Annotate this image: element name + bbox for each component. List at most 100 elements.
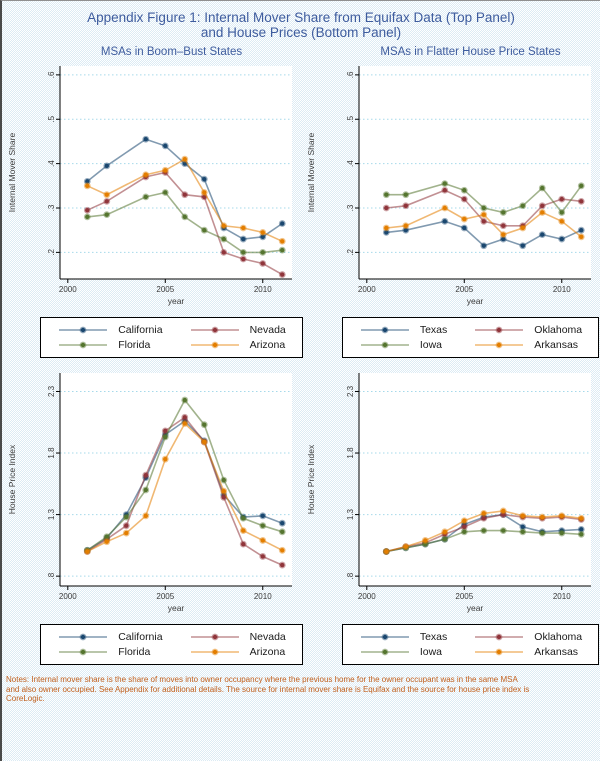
data-point — [520, 524, 525, 530]
data-point — [279, 247, 284, 253]
legend-line-sample — [360, 648, 409, 656]
series-florida — [83, 396, 286, 554]
data-point — [240, 541, 245, 547]
y-axis-title: Internal Mover Share — [306, 133, 316, 213]
data-point — [481, 205, 486, 211]
data-point — [578, 183, 583, 189]
x-tick-label: 2000 — [357, 285, 375, 294]
data-point — [481, 219, 486, 224]
data-point — [461, 225, 466, 231]
data-point — [422, 538, 427, 543]
legend-line-sample — [475, 326, 524, 334]
data-point — [162, 168, 167, 173]
x-tick-label: 2005 — [156, 592, 174, 601]
legend-label: Texas — [419, 324, 448, 336]
legend-line-sample — [360, 633, 409, 641]
data-point — [461, 524, 466, 530]
data-point — [578, 527, 583, 532]
x-axis-title: year — [466, 603, 483, 613]
data-point — [578, 532, 583, 537]
gridlines — [59, 390, 292, 577]
y-tick-label: .8 — [346, 572, 355, 579]
legend-line-sample — [360, 341, 409, 349]
figure-notes: Notes: Internal mover share is the share… — [2, 665, 600, 704]
series-line — [385, 220, 582, 247]
legend-entry-california: California — [57, 631, 163, 643]
gridlines — [358, 74, 591, 253]
data-point — [84, 214, 89, 220]
data-point — [143, 513, 148, 519]
data-point — [123, 514, 128, 520]
x-axis-title: year — [167, 603, 184, 613]
data-point — [84, 549, 89, 554]
panel-title-flatter: MSAs in Flatter House Price States — [380, 46, 561, 58]
series-line — [86, 191, 282, 254]
data-point — [221, 223, 226, 228]
legend-label: Texas — [419, 631, 448, 643]
plot-area — [59, 373, 292, 586]
data-point — [240, 528, 245, 533]
legend-entry-texas: Texas — [359, 324, 447, 336]
x-tick-label: 2010 — [253, 285, 271, 294]
data-point — [403, 203, 408, 208]
legend-line-sample — [475, 341, 524, 349]
plot-area — [59, 66, 292, 279]
data-point — [260, 234, 265, 240]
plot-area — [358, 66, 591, 279]
data-point — [221, 236, 226, 242]
y-tick-label: 1.8 — [47, 447, 56, 459]
legend-entry-oklahoma: Oklahoma — [473, 324, 582, 336]
y-tick-label: .6 — [47, 71, 56, 78]
legend-entry-iowa: Iowa — [359, 339, 447, 351]
series-line — [385, 207, 582, 238]
data-point — [104, 192, 109, 197]
data-point — [422, 541, 427, 547]
data-point — [162, 428, 167, 434]
y-tick-label: .4 — [346, 160, 355, 167]
data-point — [84, 183, 89, 189]
legend-line-sample — [59, 341, 108, 349]
series-arkansas — [382, 204, 585, 241]
data-point — [221, 495, 226, 500]
x-tick-label: 2005 — [455, 285, 473, 294]
data-point — [481, 243, 486, 248]
legend-line-sample — [475, 633, 524, 641]
data-point — [279, 221, 284, 226]
data-point — [240, 225, 245, 231]
notes-line3: CoreLogic. — [6, 694, 45, 703]
data-point — [461, 529, 466, 535]
x-tick-label: 2005 — [455, 592, 473, 601]
data-point — [84, 179, 89, 184]
data-point — [442, 537, 447, 542]
data-point — [279, 529, 284, 535]
series-line — [86, 138, 283, 240]
axes: .8 1.3 1.8 2.3 2000 2005 2010 — [346, 373, 591, 601]
legend-entry-arkansas: Arkansas — [473, 339, 582, 351]
data-point — [221, 477, 226, 483]
data-point — [260, 538, 265, 543]
data-point — [442, 219, 447, 224]
x-tick-label: 2000 — [58, 285, 76, 294]
x-tick-label: 2010 — [552, 285, 570, 294]
data-point — [500, 528, 505, 533]
series-florida — [83, 189, 286, 256]
y-tick-label: 1.3 — [346, 508, 355, 520]
legend-line-sample — [59, 648, 108, 656]
data-point — [162, 434, 167, 440]
notes-line1: Notes: Internal mover share is the share… — [6, 675, 518, 684]
data-point — [240, 250, 245, 255]
data-point — [500, 232, 505, 237]
legend-line-sample — [190, 633, 239, 641]
data-point — [221, 250, 226, 255]
axes: .2 .3 .4 .5 .6 2000 2005 2010 — [346, 66, 591, 294]
data-point — [279, 562, 284, 568]
data-point — [201, 439, 206, 445]
figure-title-line1: Appendix Figure 1: Internal Mover Share … — [87, 10, 515, 25]
data-point — [559, 236, 564, 242]
data-point — [481, 212, 486, 217]
y-axis-title: House Price Index — [7, 444, 17, 514]
legend-label: Oklahoma — [534, 631, 583, 643]
data-point — [578, 516, 583, 521]
data-point — [500, 512, 505, 517]
data-point — [461, 196, 466, 202]
